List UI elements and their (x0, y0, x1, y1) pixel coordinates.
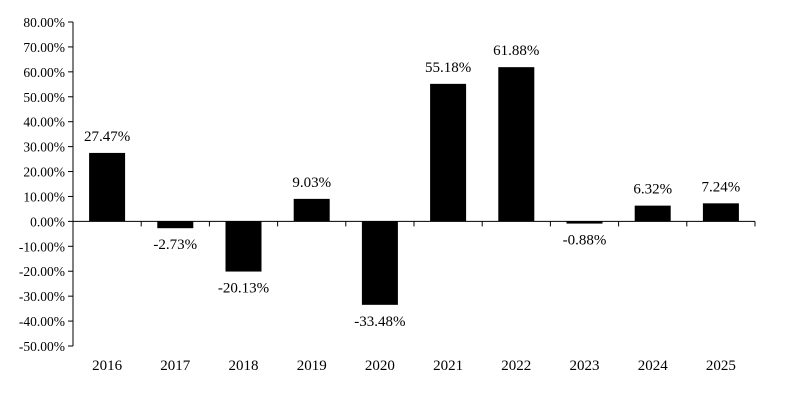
y-tick-label: 10.00% (23, 189, 65, 204)
y-tick-label: 20.00% (23, 165, 65, 180)
data-label-2024: 6.32% (633, 182, 672, 198)
data-label-2023: -0.88% (563, 233, 607, 249)
y-tick-label: 30.00% (23, 140, 65, 155)
bar-2017 (157, 221, 194, 229)
y-tick-label: 40.00% (23, 115, 65, 130)
bar-2025 (702, 203, 739, 222)
x-category-label: 2022 (501, 358, 531, 374)
data-label-2020: -33.48% (354, 314, 405, 330)
bar-2018 (225, 221, 262, 272)
bar-2020 (361, 221, 398, 305)
y-tick-label: 60.00% (23, 65, 65, 80)
bar-2019 (293, 198, 330, 222)
x-category-label: 2024 (638, 358, 669, 374)
x-category-label: 2025 (706, 358, 736, 374)
y-tick-label: -50.00% (19, 339, 65, 354)
data-label-2021: 55.18% (425, 60, 471, 76)
data-label-2018: -20.13% (218, 281, 269, 297)
y-tick-label: 0.00% (30, 214, 65, 229)
bar-2021 (430, 83, 467, 222)
x-category-label: 2017 (160, 358, 191, 374)
data-labels: 27.47% -2.73% -20.13% 9.03% -33.48% 55.18% 61.… (84, 43, 740, 330)
data-label-2025: 7.24% (702, 179, 741, 195)
x-category-label: 2023 (570, 358, 600, 374)
data-label-2017: -2.73% (153, 237, 197, 253)
bars (89, 67, 739, 305)
y-tick-label: -10.00% (19, 239, 65, 254)
data-label-2022: 61.88% (493, 43, 539, 59)
x-category-label: 2019 (297, 358, 327, 374)
x-category-label: 2020 (365, 358, 395, 374)
bar-2022 (498, 67, 535, 222)
x-category-label: 2021 (433, 358, 463, 374)
x-category-label: 2016 (92, 358, 123, 374)
y-tick-label: 80.00% (23, 15, 65, 30)
data-label-2019: 9.03% (292, 175, 331, 191)
data-label-2016: 27.47% (84, 129, 130, 145)
bar-2024 (634, 205, 671, 222)
bar-2023 (566, 221, 603, 224)
y-tick-label: 50.00% (23, 90, 65, 105)
x-axis (73, 220, 756, 227)
category-labels: 2016 2017 2018 2019 2020 2021 2022 2023 2024 2025 (92, 358, 736, 374)
y-tick-label: 70.00% (23, 40, 65, 55)
x-category-label: 2018 (229, 358, 259, 374)
y-tick-label: -20.00% (19, 264, 65, 279)
y-tick-label: -30.00% (19, 289, 65, 304)
y-axis: 80.00% 70.00% 60.00% 50.00% 40.00% 30.00% 20.0… (19, 15, 74, 354)
bar-2016 (89, 152, 126, 222)
y-tick-label: -40.00% (19, 314, 65, 329)
